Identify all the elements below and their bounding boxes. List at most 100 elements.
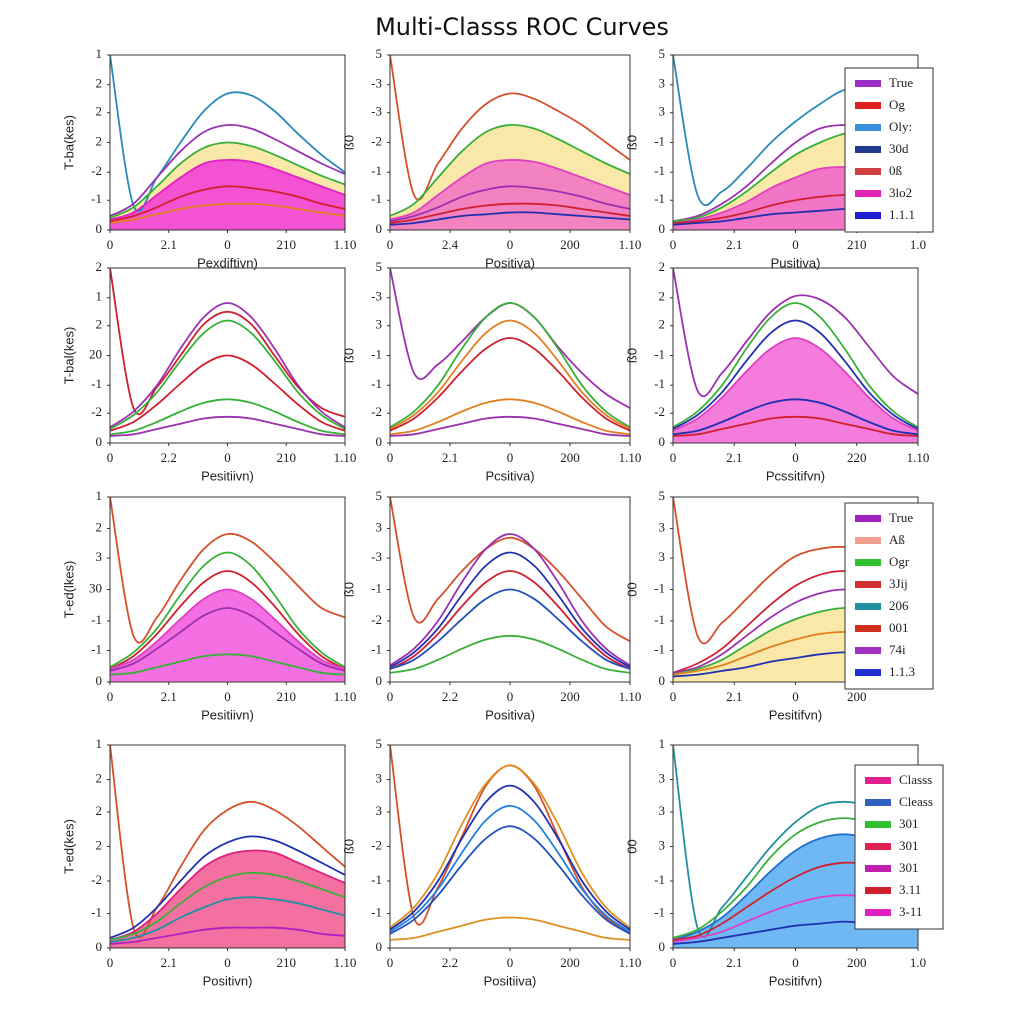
y-tick-label: 0 (376, 673, 383, 688)
y-tick-label: 5 (659, 488, 666, 503)
y-tick-label: 2 (96, 76, 103, 91)
series-line (390, 398, 630, 436)
series-line (390, 202, 630, 224)
x-tick-label: 1.10 (334, 450, 357, 465)
y-tick-label: -1 (371, 580, 382, 595)
y-tick-label: -1 (371, 642, 382, 657)
x-tick-label: 1.10 (334, 689, 357, 704)
x-tick-label: 0 (507, 237, 514, 252)
x-tick-label: 200 (560, 450, 580, 465)
y-tick-label: -2 (91, 872, 102, 887)
y-tick-label: 0 (96, 939, 103, 954)
legend-swatch (855, 146, 881, 153)
y-tick-label: -2 (371, 837, 382, 852)
legend-swatch (855, 647, 881, 654)
legend-swatch (855, 625, 881, 632)
legend-swatch (855, 190, 881, 197)
y-axis-label: ß0 (341, 839, 356, 854)
chart-title: Multi-Classs ROC Curves (375, 13, 669, 41)
legend-label: Classs (899, 772, 932, 787)
series-line (673, 302, 918, 429)
series-line (110, 398, 345, 436)
series-line (110, 926, 345, 945)
series-line (110, 202, 345, 224)
x-tick-label: 210 (277, 689, 297, 704)
legend-label: 301 (899, 838, 919, 853)
y-tick-label: 2 (659, 317, 666, 332)
x-tick-label: 200 (560, 237, 580, 252)
y-tick-label: 3 (659, 837, 666, 852)
legend-label: Og (889, 97, 905, 112)
y-tick-label: 0 (96, 221, 103, 236)
legend-swatch (855, 537, 881, 544)
x-tick-label: 200 (847, 689, 867, 704)
y-tick-label: -1 (654, 904, 665, 919)
series-line (673, 337, 918, 432)
x-tick-label: 1.10 (619, 237, 642, 252)
x-tick-label: 2.1 (161, 689, 177, 704)
x-tick-label: 0 (792, 237, 799, 252)
y-tick-label: -1 (91, 904, 102, 919)
y-tick-label: -1 (654, 191, 665, 206)
x-tick-label: 0 (507, 450, 514, 465)
x-tick-label: 1.10 (619, 955, 642, 970)
series-line (110, 849, 345, 941)
x-tick-label: 0 (224, 689, 231, 704)
y-tick-label: -2 (91, 404, 102, 419)
series-line (110, 415, 345, 437)
y-tick-label: 3 (659, 549, 666, 564)
y-axis-label: T-ed(kes) (61, 819, 76, 874)
y-tick-label: 5 (376, 488, 383, 503)
legend-swatch (855, 581, 881, 588)
x-tick-label: 0 (670, 450, 677, 465)
y-tick-label: -3 (371, 76, 382, 91)
legend-label: Cleass (899, 794, 933, 809)
y-tick-label: 2 (96, 837, 103, 852)
y-tick-label: -1 (654, 133, 665, 148)
x-tick-label: 210 (847, 237, 867, 252)
legend-label: 1.1.3 (889, 664, 915, 679)
series-area (110, 589, 345, 682)
series-line (110, 55, 345, 213)
x-tick-label: 1.10 (907, 450, 930, 465)
y-tick-label: -1 (91, 642, 102, 657)
y-axis-label: 00 (624, 839, 639, 853)
y-tick-label: -1 (654, 376, 665, 391)
series-line (110, 268, 345, 418)
legend-label: 001 (889, 620, 909, 635)
series-line (390, 533, 630, 667)
y-tick-label: 1 (96, 46, 103, 61)
x-tick-label: 210 (277, 237, 297, 252)
series-line (673, 415, 918, 437)
y-tick-label: -1 (654, 580, 665, 595)
series-line (390, 123, 630, 217)
series-line (390, 916, 630, 941)
x-tick-label: 1.10 (334, 955, 357, 970)
x-tick-label: 2.2 (442, 955, 458, 970)
legend-label: 1.1.1 (889, 207, 915, 222)
legend-swatch (865, 865, 891, 872)
series-line (110, 497, 345, 644)
x-tick-label: 2.1 (161, 237, 177, 252)
y-tick-label: 1 (96, 289, 103, 304)
x-tick-label: 0 (387, 955, 394, 970)
x-tick-label: 0 (387, 237, 394, 252)
y-tick-label: 0 (376, 434, 383, 449)
plot-area (390, 497, 630, 674)
x-tick-label: 0 (792, 450, 799, 465)
x-tick-label: 0 (107, 689, 114, 704)
legend-swatch (855, 212, 881, 219)
series-line (673, 398, 918, 436)
series-line (110, 607, 345, 672)
y-axis-label: ß0 (624, 135, 639, 150)
y-tick-label: -1 (371, 191, 382, 206)
legend-label: True (889, 510, 913, 525)
series-line (110, 835, 345, 939)
plot-area (390, 745, 630, 941)
y-tick-label: -2 (91, 163, 102, 178)
y-tick-label: 1 (659, 736, 666, 751)
y-tick-label: 3 (376, 803, 383, 818)
series-line (110, 302, 345, 429)
